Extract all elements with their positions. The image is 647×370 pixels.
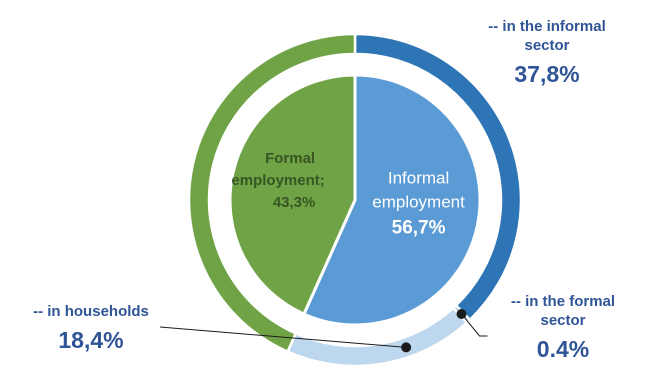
informal-employment-label-line2: employment (372, 193, 465, 212)
formal-sector-label: -- in the formal sector 0.4% (488, 292, 638, 363)
informal-sector-name-line1: -- in the informal (488, 18, 606, 35)
outer-slice-formal-employment (187, 32, 357, 354)
households-value: 18,4% (58, 327, 124, 353)
outer-ring (187, 32, 523, 368)
inner-slice-formal-employment (228, 73, 357, 317)
households-leader-line (159, 326, 407, 348)
inner-slice-informal-employment (301, 73, 482, 327)
informal-employment-value: 56,7% (392, 218, 446, 239)
inner-pie (228, 73, 482, 327)
informal-sector-value: 37,8% (514, 61, 580, 87)
formal-sector-leader-line (461, 313, 488, 337)
inner-labels: Formal employment; 43,3% Informal employment… (231, 150, 465, 239)
formal-sector-name-line1: -- in the formal (510, 293, 616, 310)
formal-sector-value: 0.4% (536, 336, 590, 362)
households-label: -- in households 18,4% (6, 302, 176, 354)
informal-sector-label: -- in the informal sector 37,8% (462, 17, 632, 88)
leader-lines (159, 308, 488, 353)
formal-employment-label-line2: employment; (231, 172, 324, 189)
formal-employment-label-line1: Formal (265, 150, 315, 167)
households-name: -- in households (33, 303, 149, 320)
informal-employment-label-line1: Informal (388, 169, 449, 188)
informal-sector-name-line2: sector (524, 37, 570, 54)
formal-employment-value: 43,3% (273, 194, 316, 211)
formal-sector-name-line2: sector (540, 312, 586, 329)
